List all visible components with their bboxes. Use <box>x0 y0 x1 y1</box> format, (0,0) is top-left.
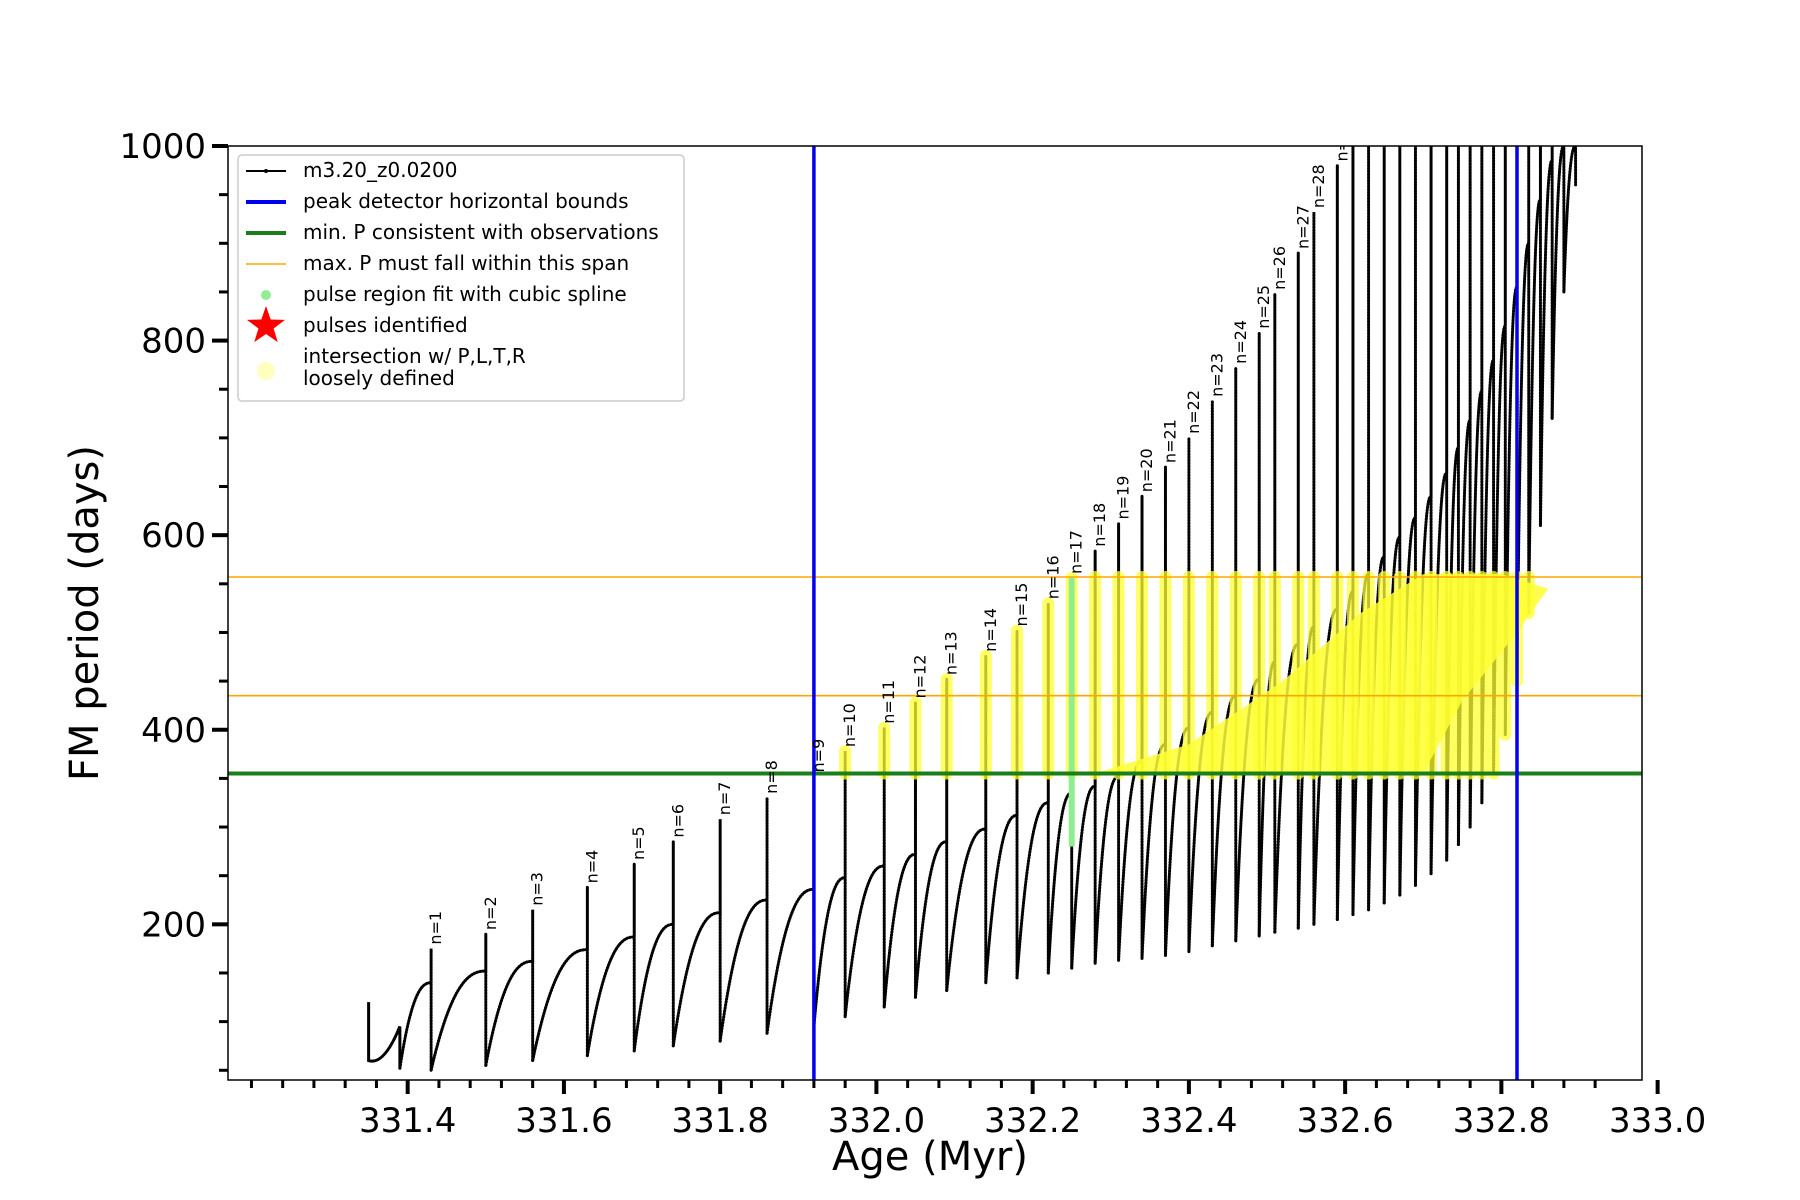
series-pulse-line-10 <box>813 751 846 1027</box>
x-tick-label-4: 332.2 <box>984 1101 1081 1141</box>
y-tick-label-1: 400 <box>141 711 206 751</box>
pulse-label-8: n=8 <box>762 760 781 794</box>
x-tick-label-1: 331.6 <box>515 1101 612 1141</box>
pulse-label-1: n=1 <box>426 911 445 945</box>
series-pulse-line-16 <box>1016 603 1050 978</box>
legend-label-7-line2: loosely defined <box>303 366 455 390</box>
series-pulse-line-15 <box>984 630 1018 983</box>
legend-entry-1: m3.20_z0.0200 <box>246 158 458 182</box>
series-pulse-line-12 <box>883 702 917 1008</box>
series-pulse-line-2 <box>430 934 487 1071</box>
series-pulse-line-44 <box>1527 146 1542 614</box>
plot-frame <box>227 145 1643 1081</box>
legend-label-7: intersection w/ P,L,T,R <box>303 344 526 368</box>
series-pulse-line-8 <box>719 797 768 1042</box>
y-tick-label-3: 800 <box>141 322 206 362</box>
pulse-label-23: n=23 <box>1207 353 1226 397</box>
pulse-label-2: n=2 <box>481 896 500 930</box>
legend-entry-6: pulses identified <box>246 306 468 343</box>
pulse-label-24: n=24 <box>1231 320 1250 364</box>
series-pulse-line-13 <box>914 679 948 998</box>
series-pulse-line-45 <box>1539 146 1553 526</box>
pulse-label-22: n=22 <box>1184 390 1203 434</box>
series-pulse-line-14 <box>945 655 987 991</box>
series-pulse-line-7 <box>672 819 721 1047</box>
legend-box <box>237 154 685 402</box>
x-tick-label-7: 332.8 <box>1453 1101 1550 1141</box>
axes: 331.4 331.6 331.8 332.0 332.2 332.4 332.6 332.8… <box>119 127 1706 1141</box>
intersection-region <box>1095 574 1549 774</box>
pulse-label-12: n=12 <box>910 655 929 699</box>
pulse-label-15: n=15 <box>1012 583 1031 627</box>
legend-label-3: min. P consistent with observations <box>303 220 659 244</box>
y-tick-label-4: 1000 <box>119 127 206 167</box>
pulse-label-19: n=19 <box>1114 476 1133 520</box>
series-pulse-line-4 <box>531 887 589 1061</box>
series-pulse-line-18 <box>1070 550 1096 969</box>
pulse-label-7: n=7 <box>715 782 734 816</box>
y-axis-title: FM period (days) <box>62 445 108 781</box>
series-pulse-line-9 <box>766 776 815 1034</box>
x-tick-label-2: 331.8 <box>671 1101 768 1141</box>
pulse-label-28: n=28 <box>1309 164 1328 208</box>
x-tick-label-8: 333.0 <box>1609 1101 1706 1141</box>
pulse-label-25: n=25 <box>1254 285 1273 329</box>
pulse-label-6: n=6 <box>668 804 687 838</box>
series-pulse-line-5 <box>586 864 636 1056</box>
legend-label-2: peak detector horizontal bounds <box>303 189 629 213</box>
series-segment-initial <box>367 1002 402 1069</box>
series-pulse-line-3 <box>485 909 534 1066</box>
legend-label-5: pulse region fit with cubic spline <box>303 282 627 306</box>
legend-entry-5: pulse region fit with cubic spline <box>261 282 627 306</box>
y-tick-label-0: 200 <box>141 905 206 945</box>
x-tick-label-3: 332.0 <box>828 1101 925 1141</box>
pulse-label-9: n=9 <box>809 739 828 773</box>
pulse-label-20: n=20 <box>1137 448 1156 492</box>
series-pulse-line-1 <box>399 948 432 1071</box>
pulse-label-13: n=13 <box>942 631 961 675</box>
legend-entry-3: min. P consistent with observations <box>246 220 659 244</box>
x-axis-title: Age (Myr) <box>832 1134 1028 1180</box>
pulse-label-26: n=26 <box>1270 246 1289 290</box>
pulse-label-29: n=29 <box>1332 118 1351 162</box>
legend-label-4: max. P must fall within this span <box>303 251 629 275</box>
series-pulse-line-47 <box>1563 146 1577 292</box>
series-pulse-line-6 <box>633 841 675 1051</box>
pulse-label-3: n=3 <box>528 872 547 906</box>
pulse-label-10: n=10 <box>840 703 859 747</box>
pulse-label-11: n=11 <box>879 680 898 724</box>
pulse-label-14: n=14 <box>981 608 1000 652</box>
pulse-label-27: n=27 <box>1293 205 1312 249</box>
pulse-label-16: n=16 <box>1043 555 1062 599</box>
series-pulse-line-43 <box>1516 146 1530 682</box>
series-pulse-line-11 <box>844 727 886 1017</box>
legend-entry-4: max. P must fall within this span <box>246 251 629 275</box>
legend-entry-2: peak detector horizontal bounds <box>246 189 629 213</box>
plot-area: n=1 n=2 n=3 n=4 n=5 n=6 n=7 n=8 n=9 n=10 n=11 n=12 n… <box>228 118 1642 1080</box>
pulse-label-5: n=5 <box>629 826 648 860</box>
pulse-label-17: n=17 <box>1067 530 1086 574</box>
legend-label-1: m3.20_z0.0200 <box>303 158 458 182</box>
x-tick-label-0: 331.4 <box>359 1101 456 1141</box>
x-tick-label-6: 332.6 <box>1296 1101 1393 1141</box>
pulse-label-18: n=18 <box>1090 503 1109 547</box>
x-tick-label-5: 332.4 <box>1140 1101 1237 1141</box>
y-tick-label-2: 600 <box>141 516 206 556</box>
legend-label-6: pulses identified <box>303 313 468 337</box>
pulse-label-4: n=4 <box>582 850 601 884</box>
pulse-label-21: n=21 <box>1160 419 1179 463</box>
series-pulse-line-46 <box>1551 146 1565 419</box>
